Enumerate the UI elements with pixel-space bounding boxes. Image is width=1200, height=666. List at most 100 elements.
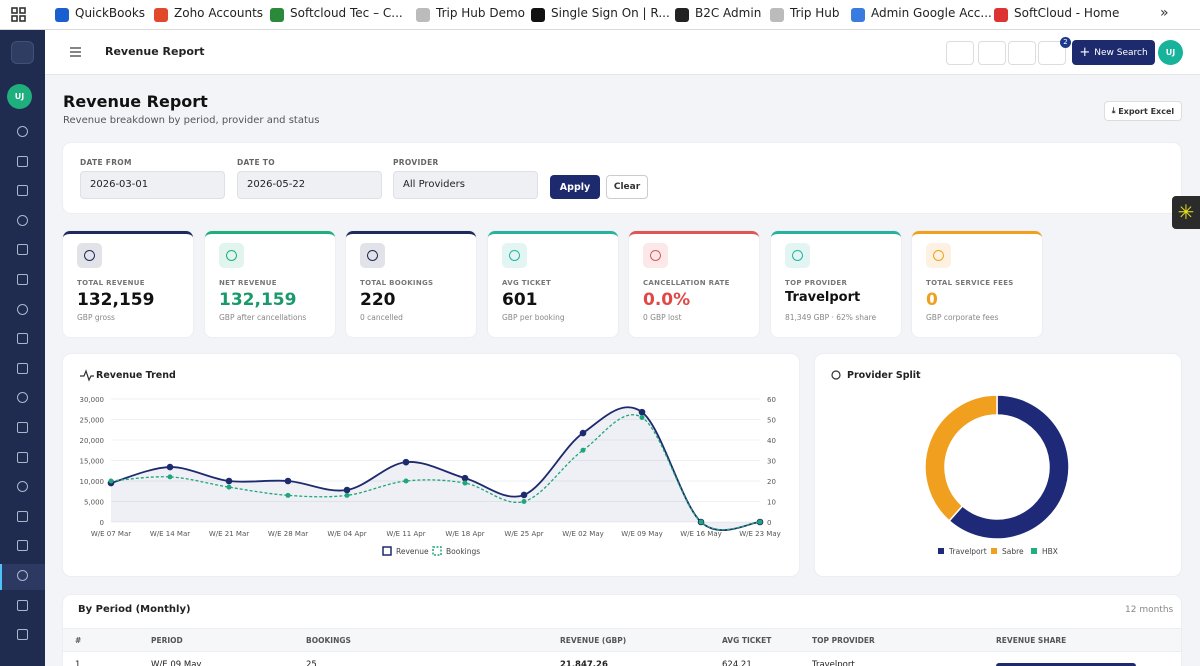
- point: [521, 499, 527, 504]
- bookmark-icon[interactable]: [994, 8, 1008, 22]
- column-header[interactable]: PERIOD: [151, 636, 183, 645]
- nav-icon[interactable]: [17, 244, 28, 256]
- kpi-icon-glyph: [933, 250, 944, 261]
- apply-button[interactable]: Apply: [550, 175, 600, 199]
- bookmark-icon[interactable]: [851, 8, 865, 22]
- sidebar-avatar[interactable]: UJ: [7, 84, 32, 109]
- bookmark-icon[interactable]: [55, 8, 69, 22]
- kpi-value: Travelport: [785, 290, 861, 305]
- point: [580, 447, 586, 453]
- kpi-value: 601: [502, 290, 538, 310]
- bookmark[interactable]: Zoho Accounts: [174, 6, 264, 20]
- kpi-icon: [926, 243, 951, 268]
- date-to-input[interactable]: 2026-05-22: [237, 171, 382, 199]
- point: [344, 492, 350, 498]
- nav-icon[interactable]: [17, 392, 28, 404]
- nav-icon[interactable]: [17, 629, 28, 641]
- kpi-sub: GBP corporate fees: [926, 313, 999, 322]
- nav-icon[interactable]: [17, 362, 28, 374]
- column-header[interactable]: REVENUE SHARE: [996, 636, 1067, 645]
- header-avatar[interactable]: UJ: [1158, 40, 1183, 65]
- bookmark-icon[interactable]: [416, 8, 430, 22]
- nav-icon[interactable]: [17, 570, 28, 581]
- provider-select[interactable]: All Providers: [393, 171, 538, 199]
- kpi-value: 132,159: [219, 290, 297, 310]
- bookmark-icon[interactable]: [270, 8, 284, 22]
- bookmark[interactable]: Trip Hub Demo: [436, 6, 525, 20]
- book-button[interactable]: [946, 41, 974, 65]
- point: [108, 478, 114, 484]
- theme-button[interactable]: [978, 41, 1006, 65]
- nav-icon[interactable]: [17, 185, 28, 197]
- kpi-label: TOTAL SERVICE FEES: [926, 279, 1014, 287]
- filter-label: PROVIDER: [393, 158, 439, 167]
- column-header[interactable]: #: [75, 636, 82, 645]
- kpi-label: TOTAL BOOKINGS: [360, 279, 434, 287]
- clear-button[interactable]: Clear: [606, 175, 648, 199]
- kpi-card: [912, 231, 1042, 337]
- menu-toggle[interactable]: [69, 46, 82, 58]
- nav-icon[interactable]: [17, 126, 28, 137]
- area: [111, 407, 760, 531]
- table-title: By Period (Monthly): [78, 604, 191, 615]
- bookmark-icon[interactable]: [770, 8, 784, 22]
- nav-icon[interactable]: [17, 540, 28, 552]
- bookmark-icon[interactable]: [675, 8, 689, 22]
- export-button[interactable]: ⤓ Export Excel: [1104, 101, 1182, 121]
- point: [461, 474, 469, 482]
- y-tick-label: 20,000: [80, 437, 105, 445]
- legend-swatch: [382, 546, 392, 556]
- pie-slice: [924, 394, 998, 522]
- bookmark[interactable]: Softcloud Tec – C...: [290, 6, 403, 20]
- bookmark-icon[interactable]: [154, 8, 168, 22]
- nav-icon[interactable]: [17, 333, 28, 345]
- badge: 2: [1060, 37, 1071, 48]
- bookmark[interactable]: Single Sign On | R...: [551, 6, 670, 20]
- nav-icon[interactable]: [17, 481, 28, 493]
- bookmark-icon[interactable]: [531, 8, 545, 22]
- nav-icon[interactable]: [17, 599, 28, 611]
- apps-icon[interactable]: [11, 7, 26, 22]
- legend-swatch: [432, 546, 442, 556]
- column-header[interactable]: REVENUE (GBP): [560, 636, 627, 645]
- bookmark[interactable]: SoftCloud - Home: [1014, 6, 1120, 20]
- bookmark[interactable]: Trip Hub: [790, 6, 840, 20]
- filter-label: DATE TO: [237, 158, 275, 167]
- x-tick-label: W/E 28 Mar: [268, 530, 308, 538]
- logo[interactable]: [11, 41, 34, 64]
- kpi-card: [629, 231, 759, 337]
- x-tick-label: W/E 09 May: [621, 530, 663, 538]
- point: [579, 429, 587, 437]
- bookmark[interactable]: Admin Google Acc...: [871, 6, 992, 20]
- nav-icon[interactable]: [17, 155, 28, 167]
- column-header[interactable]: BOOKINGS: [306, 636, 351, 645]
- column-header[interactable]: TOP PROVIDER: [812, 636, 875, 645]
- nav-icon[interactable]: [17, 274, 28, 285]
- nav-icon[interactable]: [17, 510, 28, 522]
- legend-swatch: [938, 548, 944, 554]
- point: [284, 477, 292, 485]
- point: [639, 414, 645, 420]
- page-subtitle: Revenue breakdown by period, provider an…: [63, 115, 320, 126]
- table-cell: 1: [75, 660, 81, 666]
- nav-icon[interactable]: [17, 303, 28, 315]
- more-bookmarks[interactable]: »: [1160, 5, 1169, 21]
- kpi-icon: [502, 243, 527, 268]
- kpi-label: TOP PROVIDER: [785, 279, 848, 287]
- bookmark[interactable]: QuickBooks: [75, 6, 146, 20]
- date-from-input[interactable]: 2026-03-01: [80, 171, 225, 199]
- nav-icon[interactable]: [17, 422, 28, 433]
- y-tick-label: 25,000: [80, 417, 105, 425]
- new-search-button[interactable]: + New Search: [1072, 40, 1155, 65]
- column-header[interactable]: AVG TICKET: [722, 636, 772, 645]
- floating-widget[interactable]: ✳: [1172, 196, 1200, 229]
- nav-icon[interactable]: [17, 214, 28, 226]
- y2-tick-label: 10: [767, 499, 776, 507]
- nav-icon[interactable]: [17, 451, 28, 463]
- kpi-sub: 81,349 GBP · 62% share: [785, 313, 877, 322]
- bookmark[interactable]: B2C Admin: [695, 6, 762, 20]
- list-button[interactable]: [1008, 41, 1036, 65]
- kpi-label: AVG TICKET: [502, 279, 552, 287]
- kpi-icon-glyph: [84, 250, 95, 261]
